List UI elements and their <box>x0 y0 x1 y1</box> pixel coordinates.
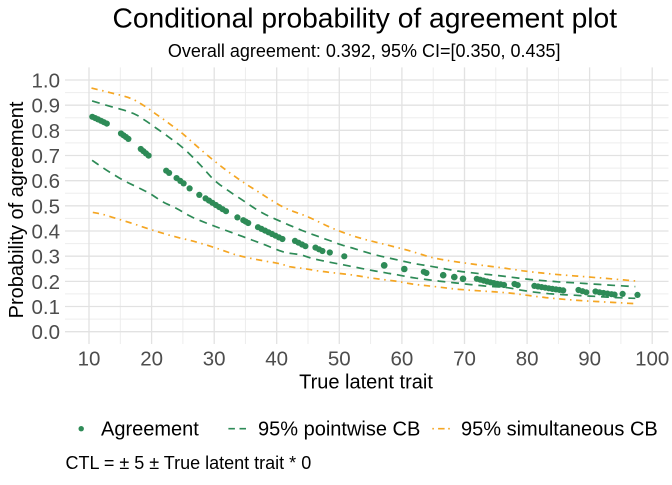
svg-text:Overall agreement: 0.392, 95%: Overall agreement: 0.392, 95% CI=[0.350,… <box>168 41 561 61</box>
svg-text:95% simultaneous CB: 95% simultaneous CB <box>461 419 658 441</box>
svg-text:80: 80 <box>516 348 539 371</box>
svg-text:30: 30 <box>203 348 226 371</box>
svg-text:10: 10 <box>78 348 101 371</box>
svg-text:Agreement: Agreement <box>101 419 199 441</box>
svg-text:CTL = ± 5 ± True latent trait: CTL = ± 5 ± True latent trait * 0 <box>66 453 312 473</box>
svg-text:0.0: 0.0 <box>32 321 61 344</box>
svg-text:90: 90 <box>578 348 601 371</box>
svg-text:0.5: 0.5 <box>32 195 61 218</box>
svg-text:1.0: 1.0 <box>32 70 61 93</box>
svg-text:0.3: 0.3 <box>32 246 61 269</box>
svg-text:70: 70 <box>453 348 476 371</box>
svg-text:20: 20 <box>140 348 163 371</box>
svg-text:0.9: 0.9 <box>32 95 61 118</box>
svg-text:40: 40 <box>265 348 288 371</box>
svg-text:50: 50 <box>328 348 351 371</box>
svg-text:60: 60 <box>390 348 413 371</box>
svg-text:0.8: 0.8 <box>32 120 61 143</box>
svg-text:Probability of agreement: Probability of agreement <box>6 101 28 318</box>
svg-text:0.7: 0.7 <box>32 145 61 168</box>
svg-text:Conditional probability of agr: Conditional probability of agreement plo… <box>113 2 618 34</box>
svg-text:0.2: 0.2 <box>32 271 61 294</box>
svg-text:0.6: 0.6 <box>32 170 61 193</box>
svg-text:100: 100 <box>635 348 669 371</box>
svg-text:0.4: 0.4 <box>32 221 61 244</box>
svg-text:95% pointwise CB: 95% pointwise CB <box>258 419 420 441</box>
svg-text:True latent trait: True latent trait <box>299 371 433 393</box>
svg-text:0.1: 0.1 <box>32 296 61 319</box>
